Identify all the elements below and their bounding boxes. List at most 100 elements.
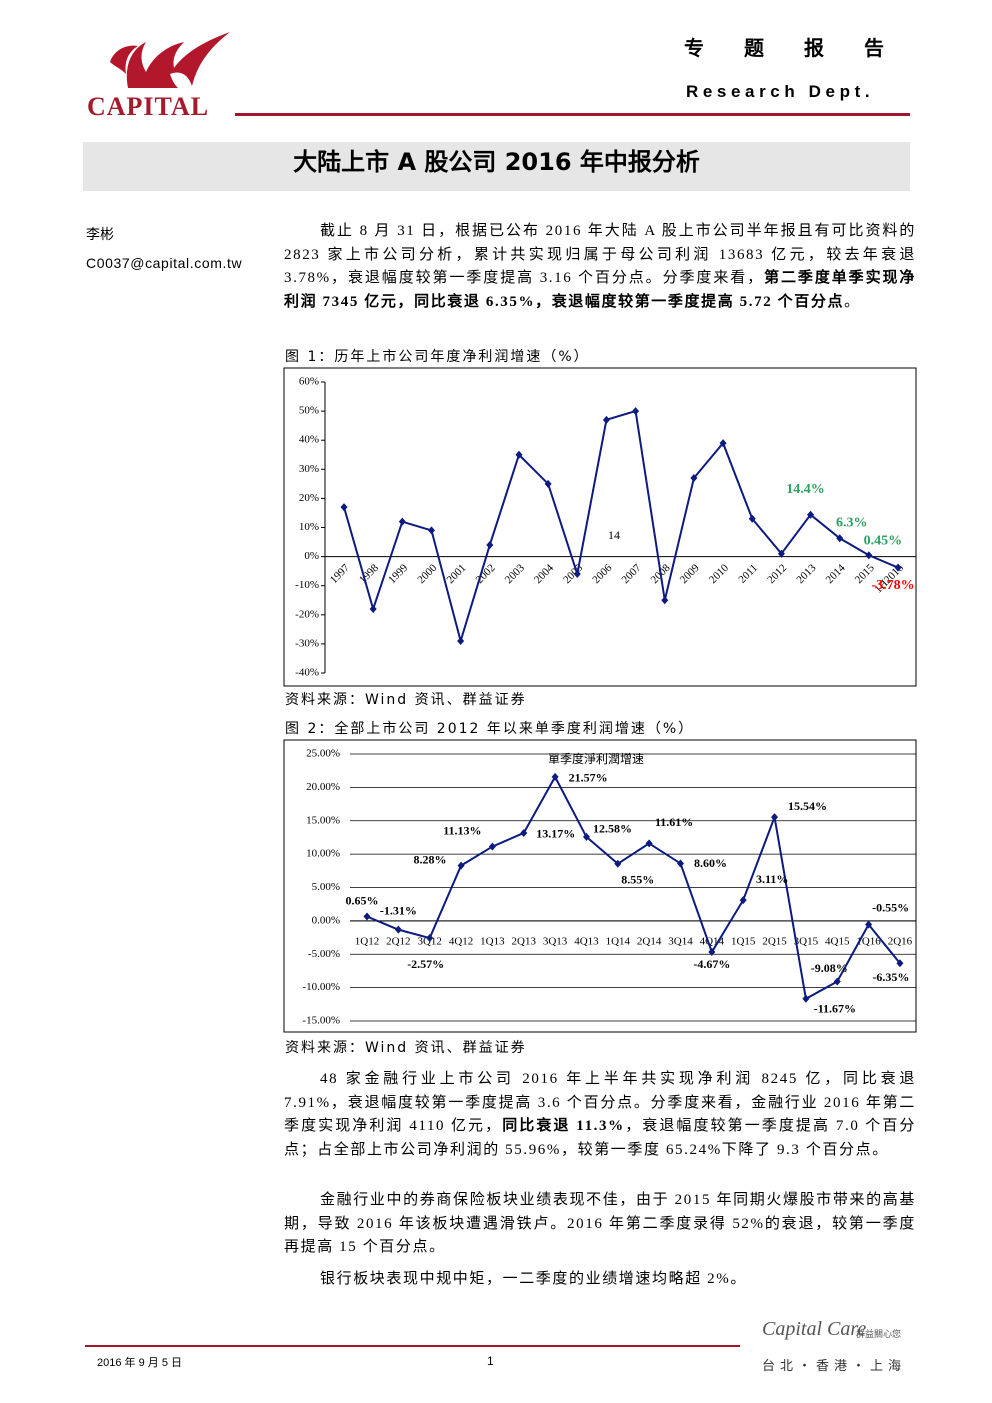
footer-date: 2016 年 9 月 5 日 — [97, 1357, 182, 1369]
data-point — [398, 517, 406, 526]
y-tick-label: 0.00% — [312, 914, 340, 926]
y-tick-label: -10% — [295, 579, 319, 591]
data-point — [708, 948, 716, 957]
bold-text: 同比衰退 11.3% — [502, 1118, 625, 1134]
y-tick-label: 60% — [299, 376, 319, 388]
legend-label: 單季度淨利潤增速 — [548, 751, 644, 766]
data-point — [802, 994, 810, 1003]
x-tick-label: 1999 — [386, 562, 410, 586]
x-tick-label: 2011 — [736, 562, 760, 586]
data-label: 21.57% — [569, 771, 608, 785]
page-number: 1 — [487, 1354, 494, 1368]
data-label: -11.67% — [814, 1002, 856, 1016]
chart-source: 资料来源：Wind 资讯、群益证券 — [285, 1040, 527, 1056]
x-tick-label: 2012 — [765, 562, 789, 586]
footer-rule — [85, 1345, 740, 1347]
x-tick-label: 3Q14 — [668, 935, 693, 947]
x-tick-label: 2Q16 — [888, 935, 913, 947]
x-tick-label: 1Q13 — [480, 935, 505, 947]
data-point — [865, 551, 873, 560]
data-point — [426, 934, 434, 943]
data-label: 8.28% — [414, 852, 447, 866]
x-tick-label: 2Q14 — [637, 935, 662, 947]
data-point — [645, 839, 653, 848]
data-point — [369, 604, 377, 613]
data-point — [427, 526, 435, 535]
x-tick-label: 2009 — [678, 562, 702, 586]
y-tick-label: 5.00% — [312, 881, 340, 893]
data-point — [363, 912, 371, 921]
body-paragraph: 银行板块表现中规中矩，一二季度的业绩增速均略超 2%。 — [284, 1268, 916, 1292]
intro-paragraph: 截止 8 月 31 日，根据已公布 2016 年大陆 A 股上市公司半年报且有可… — [284, 220, 916, 314]
data-label: 6.3% — [836, 515, 868, 530]
data-label: 3.11% — [756, 872, 788, 886]
x-tick-label: 1Q16 — [856, 935, 881, 947]
data-label: 8.55% — [621, 873, 654, 887]
report-title: 大陆上市 A 股公司 2016 年中报分析 — [83, 142, 910, 191]
y-tick-label: -15.00% — [302, 1015, 340, 1027]
author-name: 李彬 — [86, 228, 114, 243]
chart-frame — [283, 739, 917, 1033]
x-tick-label: 1Q14 — [606, 935, 631, 947]
data-point — [661, 596, 669, 605]
data-point — [833, 977, 841, 986]
x-tick-label: 1997 — [328, 562, 352, 586]
x-tick-label: 1Q12 — [355, 935, 379, 947]
data-point — [739, 896, 747, 905]
x-tick-label: 2013 — [794, 562, 818, 586]
x-tick-label: 2014 — [824, 562, 848, 586]
data-label: 11.61% — [655, 815, 693, 829]
x-tick-label: 4Q13 — [574, 935, 599, 947]
data-point — [551, 772, 559, 781]
data-point — [719, 439, 727, 448]
text: 金融行业中的券商保险板块业绩表现不佳，由于 2015 年同期火爆股市带来的高基期… — [284, 1192, 916, 1255]
x-tick-label: 1Q15 — [731, 935, 756, 947]
y-tick-label: 10% — [299, 521, 319, 533]
data-label: -3.78% — [871, 578, 914, 593]
x-tick-label: 2001 — [445, 562, 469, 586]
x-tick-label: 2Q12 — [386, 935, 410, 947]
data-point — [865, 920, 873, 929]
data-label: 0.65% — [346, 893, 379, 907]
data-point — [771, 813, 779, 822]
x-tick-label: 2007 — [619, 562, 643, 586]
data-point — [896, 959, 904, 968]
y-tick-label: 20.00% — [306, 781, 340, 793]
body-paragraph: 48 家金融行业上市公司 2016 年上半年共实现净利润 8245 亿，同比衰退… — [284, 1068, 916, 1162]
data-point — [807, 510, 815, 519]
data-label: 8.60% — [694, 856, 727, 870]
data-point — [677, 859, 684, 868]
text: 银行板块表现中规中矩，一二季度的业绩增速均略超 2%。 — [320, 1271, 747, 1287]
y-tick-label: -40% — [295, 667, 319, 679]
x-tick-label: 2003 — [503, 562, 527, 586]
data-label: 12.58% — [593, 822, 632, 836]
data-line — [366, 774, 901, 1001]
body-paragraph: 金融行业中的券商保险板块业绩表现不佳，由于 2015 年同期火爆股市带来的高基期… — [284, 1189, 916, 1260]
data-point — [602, 415, 610, 424]
data-line — [343, 409, 899, 645]
data-label: 11.13% — [443, 823, 481, 837]
data-label: -1.31% — [380, 903, 417, 917]
bold-text: 第二季度单季实现净利润 7345 亿元，同比衰退 6.35%，衰退幅度较第一季度… — [284, 270, 916, 310]
x-tick-label: 4Q15 — [825, 935, 850, 947]
y-tick-label: 25.00% — [306, 748, 340, 760]
x-tick-label: 2004 — [532, 562, 556, 586]
data-label: -9.08% — [811, 961, 848, 975]
data-point — [614, 859, 622, 868]
data-label: -0.55% — [872, 900, 909, 914]
header-label: 专题报告 — [684, 36, 924, 60]
y-tick-label: -5.00% — [308, 948, 340, 960]
data-point — [690, 474, 698, 483]
y-tick-label: 15.00% — [306, 814, 340, 826]
header-rule — [235, 113, 910, 116]
y-tick-label: -10.00% — [302, 981, 340, 993]
y-tick-label: 30% — [299, 463, 319, 475]
text: 。 — [844, 293, 861, 310]
x-tick-label: 4Q12 — [449, 935, 473, 947]
author-email: C0037@capital.com.tw — [86, 255, 243, 271]
x-tick-label: 2005 — [561, 562, 585, 586]
data-point — [486, 540, 494, 549]
data-point — [894, 563, 902, 572]
